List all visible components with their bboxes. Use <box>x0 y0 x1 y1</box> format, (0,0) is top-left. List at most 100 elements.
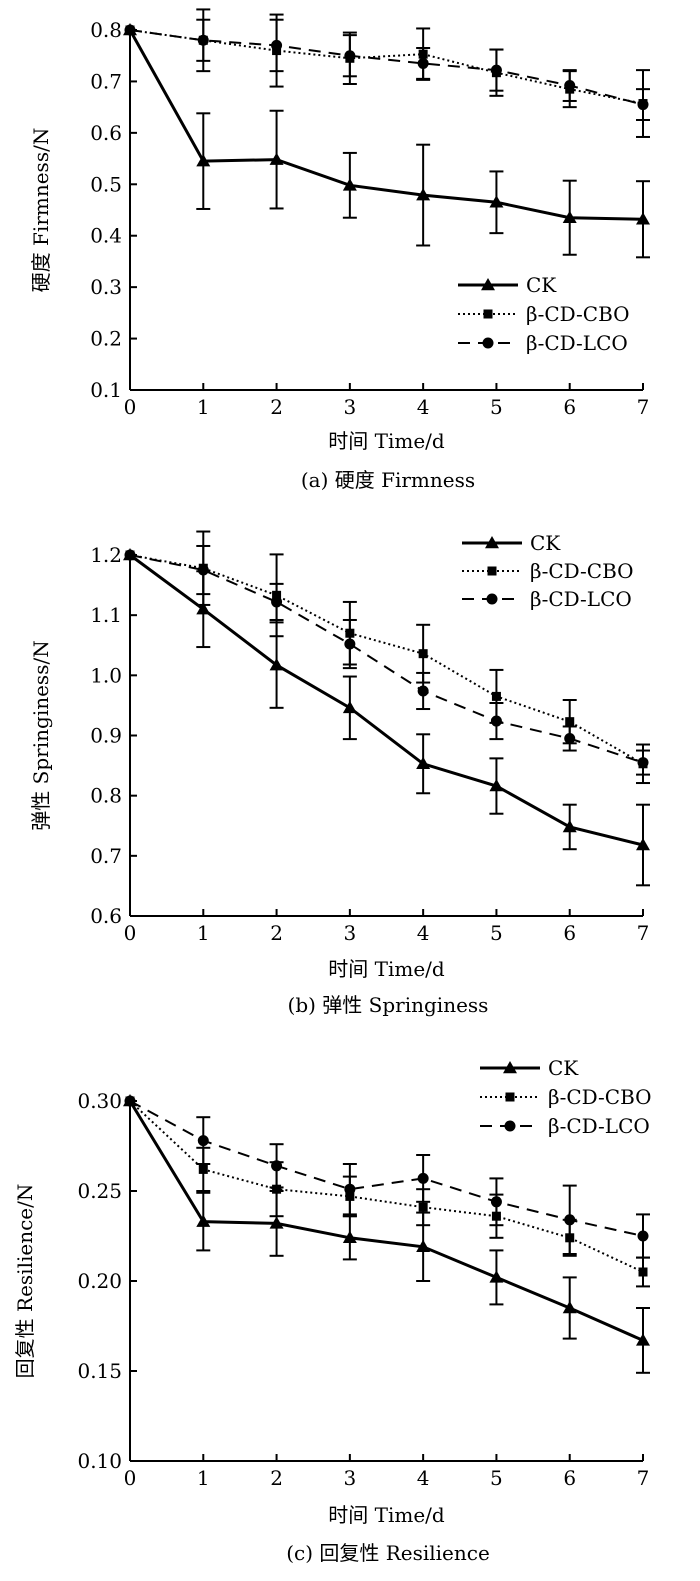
data-point <box>344 638 356 650</box>
data-point <box>124 1095 136 1107</box>
data-point <box>197 564 209 576</box>
x-tick-label: 4 <box>417 395 430 419</box>
data-point <box>636 838 650 851</box>
data-point <box>196 154 211 167</box>
data-point <box>562 210 577 223</box>
data-point <box>269 152 284 165</box>
x-tick-label: 2 <box>270 921 283 945</box>
legend-label: CK <box>530 531 561 555</box>
y-axis-title: 硬度 Firmness/N <box>29 128 53 293</box>
y-tick-label: 0.8 <box>90 18 122 42</box>
data-point <box>562 819 577 833</box>
y-tick-label: 1.1 <box>90 603 122 627</box>
legend: CK β-CD-CBO β-CD-LCO <box>480 1056 652 1138</box>
y-tick-label: 0.3 <box>90 275 122 299</box>
legend-label: β-CD-CBO <box>526 302 630 326</box>
series-line <box>129 553 644 847</box>
data-point <box>272 1184 282 1194</box>
chart-panel-a: 0.1 0.2 0.3 0.4 0.5 0.6 0.7 0.8 0 1 2 3 4 5 6 7 时间 Time/… <box>29 8 650 492</box>
x-tick-label: 7 <box>637 921 650 945</box>
data-point <box>271 39 283 51</box>
data-point <box>196 602 211 615</box>
data-point <box>198 1164 208 1174</box>
series-β-CD-LCO <box>124 1095 650 1259</box>
legend-marker <box>503 1061 517 1074</box>
data-point <box>417 57 429 69</box>
data-point <box>417 1172 429 1184</box>
legend-marker <box>482 337 494 349</box>
x-tick-label: 5 <box>490 395 503 419</box>
data-point <box>636 212 650 225</box>
y-tick-label: 0.4 <box>90 224 122 248</box>
y-tick-label: 0.2 <box>90 327 122 351</box>
data-point <box>637 757 649 769</box>
data-point <box>564 1214 576 1226</box>
legend-label: β-CD-LCO <box>530 587 632 611</box>
x-tick-label: 4 <box>417 1466 430 1490</box>
x-tick-label: 6 <box>563 395 576 419</box>
x-tick-label: 1 <box>197 395 210 419</box>
data-point <box>197 34 209 46</box>
y-tick-label: 0.7 <box>90 69 122 93</box>
y-tick-label: 1.2 <box>90 543 122 567</box>
series-line <box>129 554 644 764</box>
y-tick-label: 0.7 <box>90 844 122 868</box>
y-tick-label: 1.0 <box>90 663 122 687</box>
legend-label: β-CD-CBO <box>530 559 634 583</box>
legend-label: β-CD-LCO <box>548 1114 650 1138</box>
x-tick-label: 5 <box>490 921 503 945</box>
y-tick-label: 0.8 <box>90 784 122 808</box>
x-tick-label: 5 <box>490 1466 503 1490</box>
data-point <box>342 700 357 714</box>
x-tick-label: 1 <box>197 1466 210 1490</box>
data-point <box>564 733 576 745</box>
legend-label: β-CD-CBO <box>548 1085 652 1109</box>
x-tick-label: 2 <box>270 395 283 419</box>
y-axis-title: 回复性 Resilience/N <box>13 1184 37 1379</box>
series-β-CD-LCO <box>124 544 650 776</box>
legend-marker <box>504 1120 516 1132</box>
y-tick-label: 0.6 <box>90 121 122 145</box>
legend: CK β-CD-CBO β-CD-LCO <box>462 531 634 611</box>
legend: CK β-CD-CBO β-CD-LCO <box>458 273 630 355</box>
y-tick-label: 0.5 <box>90 172 122 196</box>
data-point <box>124 549 136 561</box>
x-axis-title: 时间 Time/d <box>328 1503 445 1527</box>
data-point <box>418 649 428 659</box>
data-point <box>565 717 575 727</box>
legend-marker <box>485 536 499 549</box>
x-axis-title: 时间 Time/d <box>328 957 445 981</box>
x-tick-label: 0 <box>124 921 137 945</box>
chart-panel-b: 0.6 0.7 0.8 0.9 1.0 1.1 1.2 0 1 2 3 4 5 6 7 时间 Time/d 弹性… <box>29 530 650 1017</box>
legend-label: CK <box>548 1056 579 1080</box>
data-point <box>491 691 501 701</box>
data-point <box>197 1135 209 1147</box>
x-axis-title: 时间 Time/d <box>328 429 445 453</box>
series-CK <box>123 23 650 259</box>
y-tick-label: 0.25 <box>77 1179 122 1203</box>
series-line <box>128 29 644 221</box>
legend-marker <box>483 309 493 319</box>
series-line <box>129 1100 644 1237</box>
data-point <box>342 178 357 191</box>
data-point <box>271 596 283 608</box>
x-tick-label: 7 <box>637 395 650 419</box>
series-line <box>128 1100 644 1342</box>
series-β-CD-LCO <box>124 18 650 121</box>
data-point <box>637 99 649 111</box>
data-point <box>416 756 431 770</box>
data-point <box>489 1270 504 1283</box>
data-point <box>342 1230 357 1244</box>
data-point <box>490 1196 502 1208</box>
x-tick-label: 3 <box>343 921 356 945</box>
data-point <box>564 80 576 92</box>
x-tick-label: 0 <box>124 1466 137 1490</box>
series-line <box>129 554 644 765</box>
data-point <box>636 1333 650 1346</box>
legend-marker <box>487 566 497 576</box>
legend-marker <box>505 1092 515 1102</box>
data-point <box>489 195 504 208</box>
x-tick-label: 3 <box>343 395 356 419</box>
series-line <box>129 1100 644 1273</box>
